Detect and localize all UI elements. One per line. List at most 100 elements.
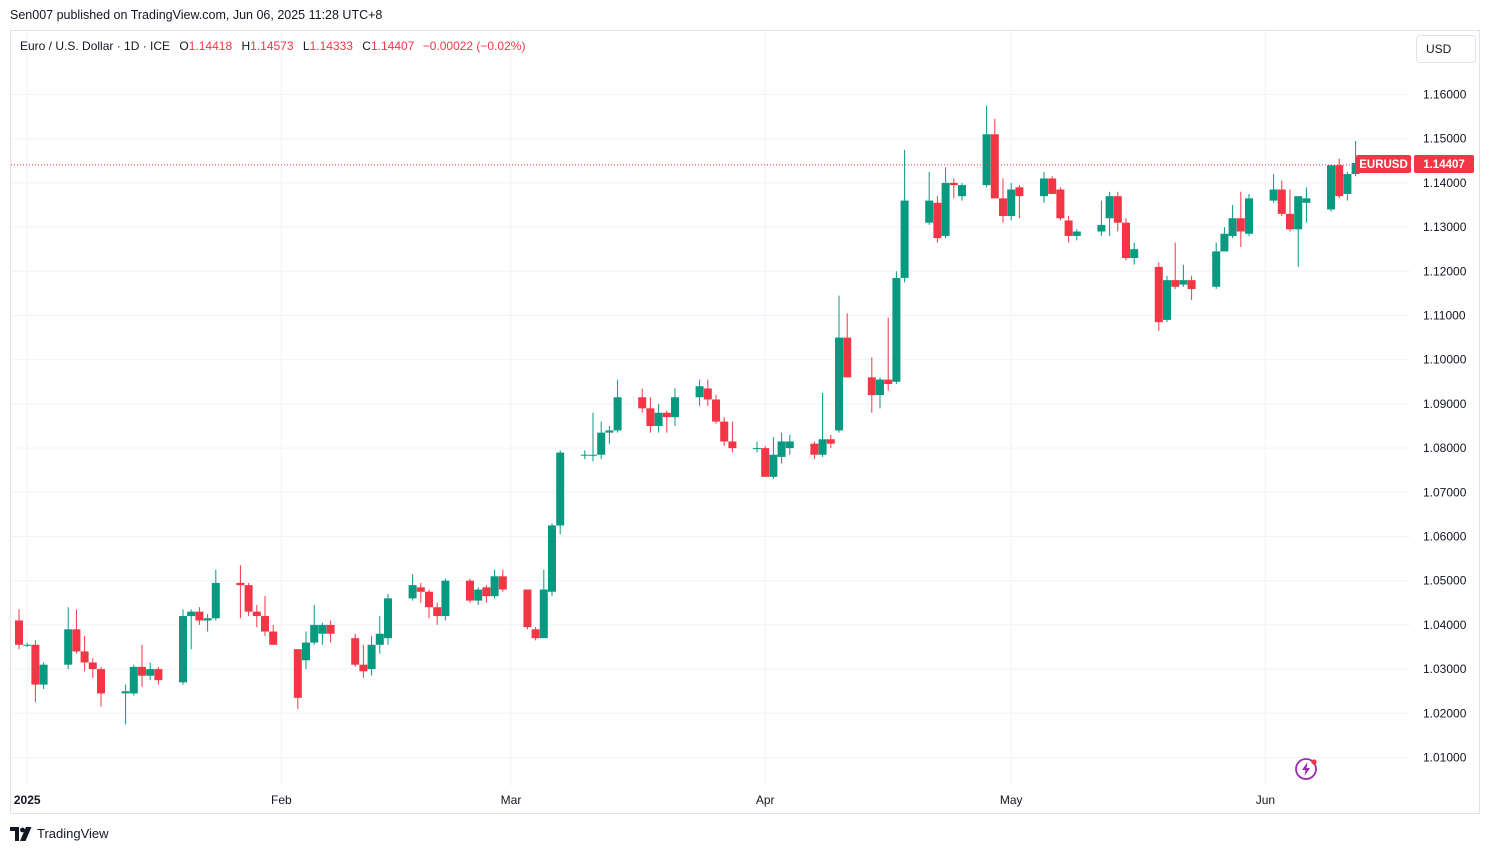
candle-body [498, 576, 507, 590]
candle-body [1286, 213, 1294, 230]
candle-body [1064, 220, 1073, 236]
tradingview-branding[interactable]: TradingView [10, 826, 109, 841]
publisher-line: Sen007 published on TradingView.com, Jun… [10, 8, 383, 22]
candle [605, 426, 614, 444]
candle-body [1154, 266, 1163, 323]
candle-body [892, 277, 901, 382]
candle [310, 605, 319, 645]
candle [425, 589, 433, 619]
candle [1171, 242, 1180, 289]
candle-body [818, 439, 827, 455]
candle [1040, 171, 1048, 203]
candle-body [1007, 189, 1016, 217]
candle [941, 167, 950, 239]
candle-body [654, 412, 663, 426]
legend-open-label: O [179, 39, 189, 53]
legend-open: 1.14418 [188, 39, 233, 53]
candle [326, 620, 335, 643]
candle [236, 565, 245, 619]
candle [958, 182, 966, 201]
price-tag: EURUSD 1.14407 [1356, 155, 1474, 173]
candle [408, 574, 417, 601]
legend-low: 1.14333 [309, 39, 353, 53]
price-axis: 1.16000 1.15000 1.14000 1.13000 1.12000 1.110… [1423, 88, 1467, 765]
candle-body [949, 182, 958, 186]
lightning-bolt-icon[interactable] [1294, 757, 1318, 781]
candle-body [23, 644, 32, 646]
candle [416, 582, 425, 603]
candle-body [777, 441, 786, 457]
candle-body [310, 624, 319, 643]
candle-body [302, 642, 310, 661]
candle [867, 357, 876, 413]
candle-body [375, 633, 384, 645]
candle [1277, 180, 1286, 217]
candle [1220, 227, 1229, 252]
candle-body [728, 441, 737, 449]
candle [154, 666, 163, 685]
candle [1163, 275, 1171, 323]
currency-button[interactable]: USD [1416, 35, 1476, 63]
candle-body [64, 629, 73, 665]
candle-body [876, 379, 884, 396]
price-tick-label: 1.03000 [1423, 662, 1467, 676]
candle [1302, 187, 1311, 223]
candle [302, 631, 310, 670]
candle [712, 395, 720, 424]
candle [539, 569, 548, 639]
candle [498, 569, 507, 592]
candle-body [810, 443, 819, 455]
candle-body [1163, 280, 1171, 320]
time-tick-label: May [1000, 793, 1023, 807]
price-tag-price-bg [1414, 155, 1474, 173]
candle-body [252, 611, 261, 617]
candle [351, 633, 360, 667]
candle [695, 379, 704, 407]
candle [293, 649, 302, 709]
candle-body [1212, 251, 1221, 287]
candle [523, 589, 532, 630]
candle [785, 434, 794, 455]
candle [367, 635, 376, 676]
candle [359, 644, 368, 678]
candle [876, 377, 884, 409]
candle-body [580, 454, 589, 456]
candle [211, 569, 220, 621]
legend-symbol[interactable]: Euro / U.S. Dollar · 1D · ICE [20, 39, 171, 53]
candle-body [318, 624, 327, 634]
candle-body [720, 421, 729, 442]
candle-body [441, 580, 450, 617]
legend-close-label: C [362, 39, 371, 53]
candle [179, 609, 187, 685]
price-tick-label: 1.15000 [1423, 132, 1467, 146]
candle-body [1327, 165, 1335, 210]
candle-body [1015, 187, 1024, 197]
candle [72, 609, 81, 654]
candle-body [408, 585, 417, 599]
candle [548, 523, 556, 597]
candle-body [121, 691, 130, 694]
candle-body [1113, 196, 1122, 223]
price-tick-label: 1.04000 [1423, 618, 1467, 632]
candle-body [1245, 198, 1253, 234]
candle [671, 388, 679, 426]
price-tick-label: 1.02000 [1423, 706, 1467, 720]
candle [244, 582, 253, 617]
candle-body [884, 379, 893, 385]
candle [1056, 187, 1065, 221]
candle [1097, 200, 1106, 236]
candle-body [433, 607, 442, 617]
candle-body [589, 454, 597, 456]
time-tick-label: Apr [756, 793, 775, 807]
candle [1327, 165, 1335, 212]
candle-body [261, 616, 269, 632]
candle-body [785, 441, 794, 449]
price-tick-label: 1.05000 [1423, 574, 1467, 588]
candle-body [367, 644, 376, 670]
candle [843, 313, 852, 378]
candle-body [466, 580, 474, 601]
candle [1064, 216, 1073, 243]
candle [556, 450, 565, 535]
legend-close: 1.14407 [370, 39, 415, 53]
price-tag-ticker: EURUSD [1359, 159, 1408, 171]
